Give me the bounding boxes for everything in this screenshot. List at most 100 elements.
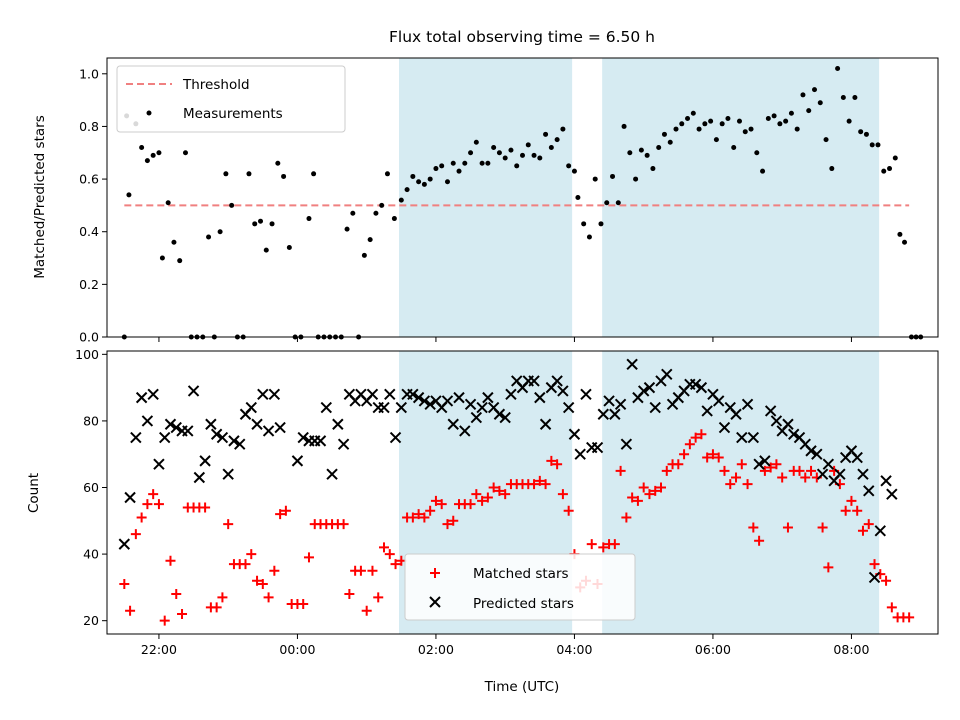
top-ytick-label: 0.4 [79,224,99,239]
predicted-star-point [770,415,783,427]
measurement-point [150,152,156,158]
predicted-star-point [441,395,454,407]
predicted-star-point [782,418,794,430]
xtick-label: 06:00 [695,642,731,657]
predicted-star-point [788,428,800,440]
matched-star-point [684,439,695,450]
measurement-point [450,160,456,166]
matched-star-point [621,512,632,523]
matched-star-point [719,465,730,476]
predicted-star-point [216,431,229,444]
bottom-ytick-label: 20 [83,613,99,628]
predicted-star-point [499,411,511,424]
measurement-point [156,150,162,156]
top-legend: Threshold Measurements [116,65,346,133]
predicted-star-point [505,388,517,400]
legend-matched-label: Matched stars [473,566,569,582]
measurement-point [835,66,841,72]
matched-star-point [742,479,753,490]
measurement-point [350,210,356,216]
predicted-star-point [164,418,177,430]
predicted-star-point [193,471,206,484]
measurement-point [502,155,508,161]
predicted-star-point [661,368,673,381]
predicted-star-point [234,438,246,450]
measurement-point [869,142,875,148]
predicted-star-point [574,448,586,460]
measurement-point [427,176,433,182]
measurement-point [165,200,171,206]
matched-star-point [713,452,724,463]
measurement-point [246,171,252,177]
measurement-point [531,152,537,158]
measurement-point [520,152,525,158]
predicted-star-point [182,425,194,437]
measurement-point [719,121,725,127]
measurement-point [696,126,702,132]
measurement-point [367,237,373,243]
predicted-star-point [534,391,546,404]
predicted-star-point [713,395,725,407]
predicted-star-point [730,408,742,420]
matched-star-point [257,579,268,590]
matched-star-point [488,482,499,493]
matched-star-point [217,592,228,603]
measurement-point [897,231,903,237]
xtick-label: 04:00 [556,642,592,657]
measurement-point [258,218,264,224]
measurement-point [592,176,598,182]
measurement-point [615,200,621,206]
measurement-point [566,163,572,169]
bottom-legend-box [404,553,636,621]
predicted-star-point [741,398,754,410]
predicted-star-point [689,378,702,391]
matched-star-point [823,562,834,573]
measurement-point [384,171,390,177]
measurement-point [800,92,806,98]
predicted-star-point [199,455,211,467]
measurement-point [638,147,644,153]
measurement-point [252,221,258,227]
matched-star-point [679,449,690,460]
predicted-star-point [326,468,338,480]
measurement-point [690,110,696,116]
predicted-star-point [332,418,344,430]
measurement-point [229,202,235,208]
measurement-point [433,166,439,172]
measurement-point [881,168,887,174]
measurement-point [275,160,281,166]
predicted-star-point [874,525,886,537]
matched-star-point [794,465,805,476]
matched-star-point [661,465,672,476]
bottom-ytick-label: 40 [83,547,99,562]
measurement-point [679,121,685,127]
predicted-star-point [187,385,200,397]
predicted-star-point [528,375,540,387]
matched-star-point [759,465,770,476]
matched-star-point [494,485,505,496]
matched-star-point [534,475,545,486]
measurement-point [783,118,789,124]
measurement-point [311,171,317,177]
matched-star-point [171,589,182,600]
measurement-point [404,187,410,193]
measurement-point [126,192,132,198]
predicted-star-point [701,405,713,417]
matched-star-point [200,502,211,513]
measurement-point [468,150,474,156]
matched-star-point [303,552,314,563]
measurement-point [725,116,731,122]
matched-star-point [563,505,574,516]
measurement-point [817,100,823,106]
x-axis-label: Time (UTC) [484,679,560,695]
matched-star-point [159,615,170,626]
predicted-star-point [476,401,488,414]
predicted-star-point [412,391,425,404]
matched-star-point [165,555,176,566]
predicted-star-point [210,428,223,440]
top-x-ticks [158,337,852,342]
measurement-point [621,123,627,129]
matched-star-point [338,519,349,530]
matched-star-point [142,499,153,510]
matched-star-point [344,589,355,600]
